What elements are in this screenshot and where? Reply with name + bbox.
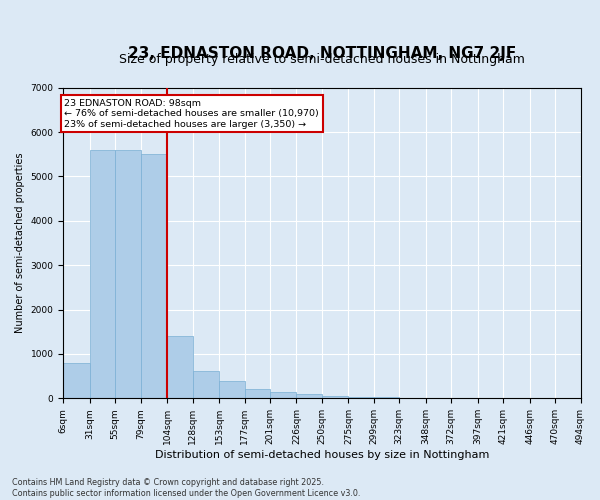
X-axis label: Distribution of semi-detached houses by size in Nottingham: Distribution of semi-detached houses by … (155, 450, 489, 460)
Bar (322, 396, 349, 398)
Bar (140, 154, 167, 398)
Y-axis label: Number of semi-detached properties: Number of semi-detached properties (15, 153, 25, 334)
Text: 23 EDNASTON ROAD: 98sqm
← 76% of semi-detached houses are smaller (10,970)
23% o: 23 EDNASTON ROAD: 98sqm ← 76% of semi-de… (64, 99, 319, 128)
Bar (296, 394, 322, 398)
Bar (115, 150, 140, 398)
Text: Contains HM Land Registry data © Crown copyright and database right 2025.
Contai: Contains HM Land Registry data © Crown c… (12, 478, 361, 498)
Title: Size of property relative to semi-detached houses in Nottingham: Size of property relative to semi-detach… (119, 52, 525, 66)
Bar (219, 380, 245, 398)
Bar (270, 392, 296, 398)
Bar (349, 397, 374, 398)
Bar (167, 336, 193, 398)
Bar (245, 390, 270, 398)
Text: 23, EDNASTON ROAD, NOTTINGHAM, NG7 2JF: 23, EDNASTON ROAD, NOTTINGHAM, NG7 2JF (128, 46, 516, 62)
Bar (193, 371, 219, 398)
Bar (90, 150, 115, 398)
Bar (63, 363, 90, 398)
